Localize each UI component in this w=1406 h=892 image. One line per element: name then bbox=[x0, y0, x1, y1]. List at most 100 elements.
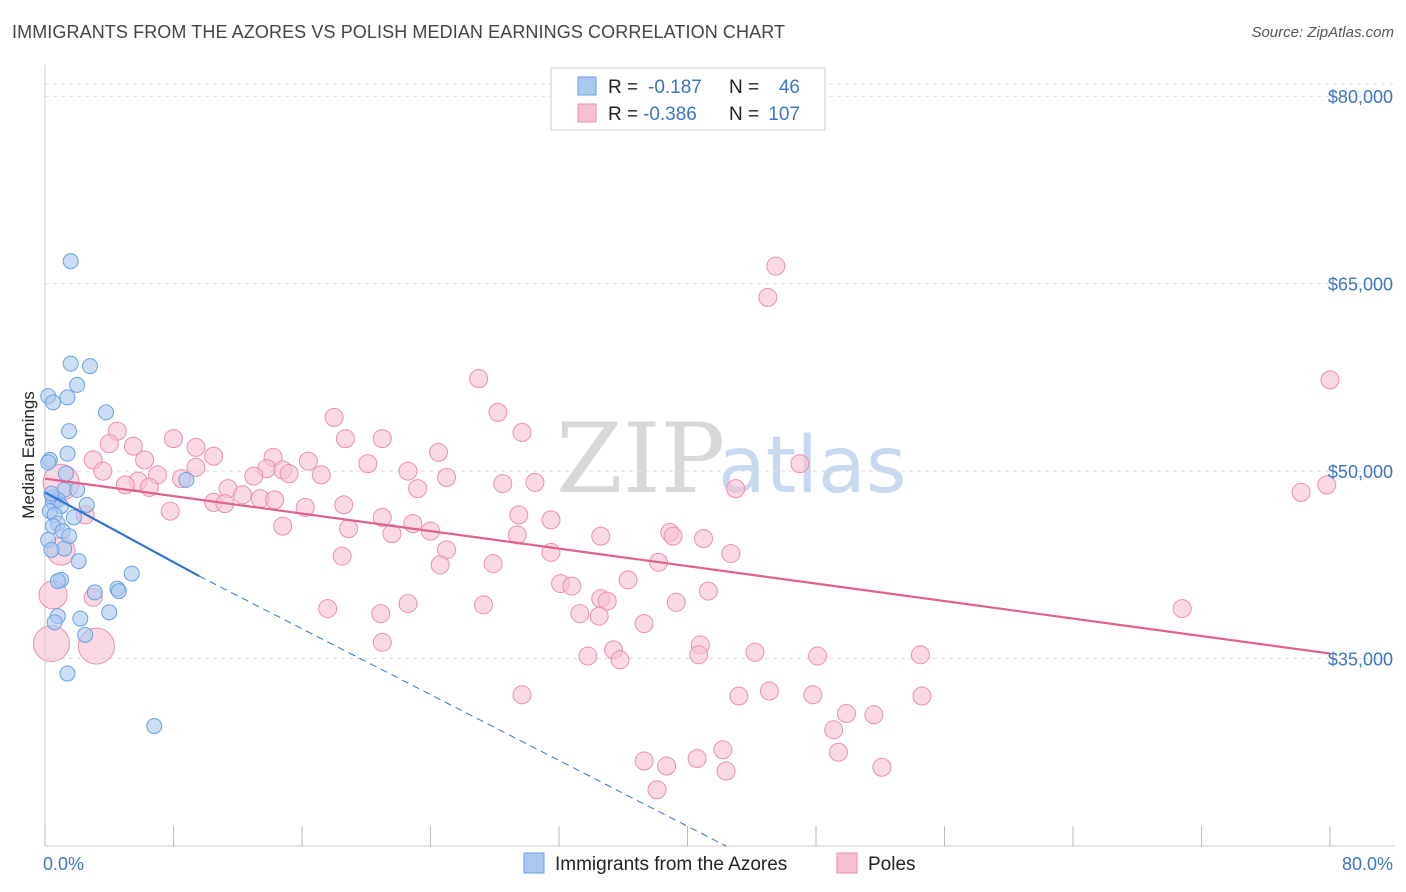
point-poles bbox=[610, 650, 630, 670]
trend-line-azores bbox=[44, 491, 200, 578]
point-poles bbox=[803, 685, 823, 705]
point-poles bbox=[687, 749, 707, 769]
point-poles bbox=[824, 720, 844, 740]
point-poles bbox=[828, 742, 848, 762]
point-poles bbox=[429, 442, 449, 462]
point-poles bbox=[32, 625, 70, 663]
point-azores bbox=[70, 553, 87, 570]
point-poles bbox=[279, 464, 299, 484]
point-poles bbox=[808, 646, 828, 666]
point-poles bbox=[123, 436, 143, 456]
point-poles bbox=[358, 454, 378, 474]
point-azores bbox=[78, 496, 95, 513]
point-poles bbox=[339, 519, 359, 539]
point-azores bbox=[81, 358, 98, 375]
watermark-zip: ZIP bbox=[556, 403, 725, 515]
legend-swatch-azores bbox=[577, 76, 597, 96]
point-poles bbox=[469, 369, 489, 389]
point-poles bbox=[398, 461, 418, 481]
y-tick-label: $80,000 bbox=[1328, 87, 1393, 107]
legend-r-value-0: -0.187 bbox=[648, 77, 702, 98]
legend-swatch-poles bbox=[577, 103, 597, 123]
point-poles bbox=[562, 576, 582, 596]
point-azores bbox=[65, 509, 82, 526]
point-poles bbox=[382, 524, 402, 544]
point-poles bbox=[295, 497, 315, 517]
trend-line-azores-extension bbox=[198, 575, 727, 847]
point-poles bbox=[186, 457, 206, 477]
point-poles bbox=[437, 467, 457, 487]
point-poles bbox=[758, 287, 778, 307]
point-poles bbox=[726, 479, 746, 499]
point-poles bbox=[265, 490, 285, 510]
point-poles bbox=[647, 780, 667, 800]
point-poles bbox=[318, 599, 338, 619]
point-azores bbox=[123, 565, 140, 582]
point-poles bbox=[493, 474, 513, 494]
point-poles bbox=[657, 756, 677, 776]
point-azores bbox=[62, 253, 79, 270]
point-poles bbox=[371, 604, 391, 624]
point-poles bbox=[135, 450, 155, 470]
series-legend-poles: Poles bbox=[868, 854, 916, 875]
point-poles bbox=[93, 461, 113, 481]
point-poles bbox=[713, 740, 733, 760]
point-poles bbox=[634, 751, 654, 771]
point-azores bbox=[178, 471, 195, 488]
point-azores bbox=[59, 665, 76, 682]
point-poles bbox=[597, 591, 617, 611]
point-poles bbox=[591, 526, 611, 546]
point-poles bbox=[745, 642, 765, 662]
point-poles bbox=[759, 681, 779, 701]
point-azores bbox=[49, 573, 66, 590]
point-azores bbox=[59, 445, 76, 462]
point-poles bbox=[790, 454, 810, 474]
point-poles bbox=[578, 646, 598, 666]
point-poles bbox=[663, 526, 683, 546]
watermark-atlas: atlas bbox=[718, 421, 907, 511]
point-poles bbox=[311, 465, 331, 485]
point-azores bbox=[40, 454, 57, 471]
x-tick-label-min: 0.0% bbox=[43, 854, 84, 874]
point-poles bbox=[1172, 599, 1192, 619]
point-poles bbox=[716, 761, 736, 781]
point-azores bbox=[59, 389, 76, 406]
x-tick-labels: 0.0% 80.0% bbox=[43, 854, 1393, 874]
point-poles bbox=[694, 529, 714, 549]
point-poles bbox=[1320, 370, 1340, 390]
point-poles bbox=[233, 485, 253, 505]
legend-n-label-1: N = bbox=[729, 104, 759, 125]
point-poles bbox=[634, 614, 654, 634]
point-poles bbox=[589, 606, 609, 626]
point-poles bbox=[864, 705, 884, 725]
point-poles bbox=[372, 429, 392, 449]
point-azores bbox=[61, 423, 78, 440]
point-poles bbox=[837, 704, 857, 724]
point-azores bbox=[72, 610, 89, 627]
point-poles bbox=[204, 446, 224, 466]
point-azores bbox=[98, 404, 115, 421]
series-legend-swatch-azores bbox=[523, 852, 545, 874]
point-azores bbox=[43, 541, 60, 558]
data-points bbox=[32, 253, 1340, 800]
trend-lines bbox=[44, 477, 1331, 847]
point-poles bbox=[244, 466, 264, 486]
point-poles bbox=[910, 645, 930, 665]
point-poles bbox=[398, 594, 418, 614]
legend-n-value-1: 107 bbox=[768, 104, 800, 125]
point-poles bbox=[430, 555, 450, 575]
legend-r-value-1: -0.386 bbox=[643, 104, 697, 125]
point-poles bbox=[541, 510, 561, 530]
axes bbox=[44, 65, 1395, 847]
point-poles bbox=[273, 516, 293, 536]
trend-line-poles bbox=[44, 477, 1331, 655]
point-poles bbox=[160, 501, 180, 521]
series-legend-azores: Immigrants from the Azores bbox=[555, 854, 787, 875]
grid bbox=[45, 83, 1395, 660]
point-poles bbox=[324, 407, 344, 427]
point-poles bbox=[334, 495, 354, 515]
point-poles bbox=[509, 505, 529, 525]
point-azores bbox=[57, 465, 74, 482]
legend-n-label-0: N = bbox=[729, 77, 759, 98]
point-poles bbox=[570, 604, 590, 624]
